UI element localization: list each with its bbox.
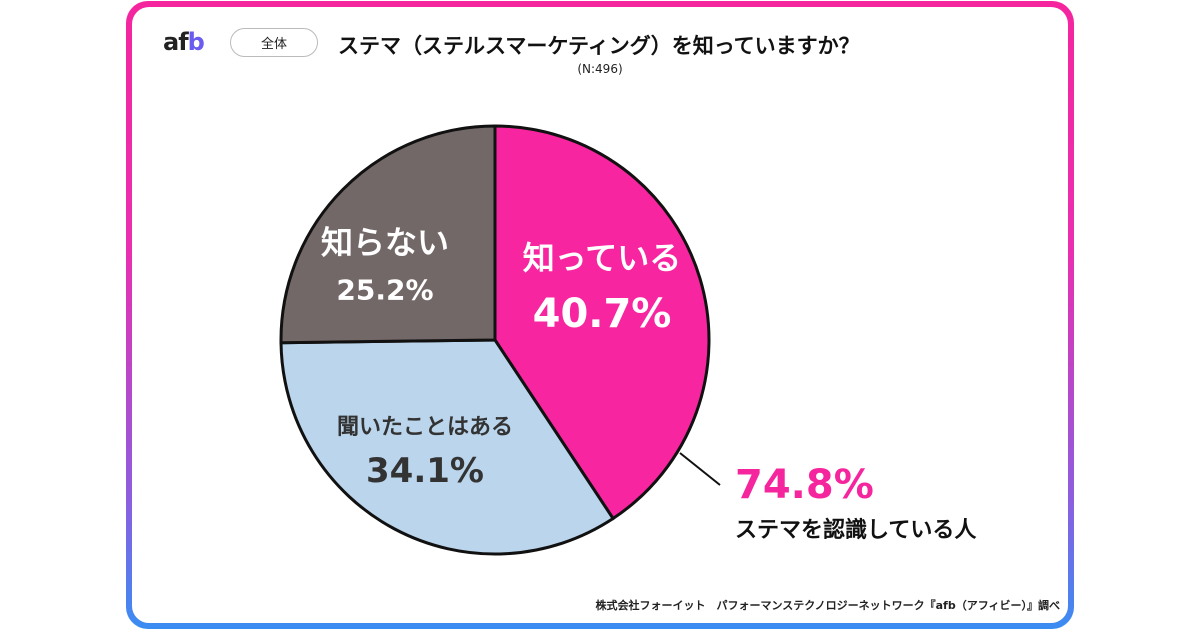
- chart-title: ステマ（ステルスマーケティング）を知っていますか？: [338, 34, 860, 58]
- annotation-text: ステマを認識している人: [735, 518, 977, 543]
- slice-label-2: 知らない 25.2%: [321, 218, 449, 307]
- slice-value: 40.7%: [532, 291, 672, 337]
- slice-name: 聞いたことはある: [336, 415, 514, 440]
- slice-value: 34.1%: [366, 451, 484, 491]
- annotation-leader-line: [679, 452, 721, 486]
- segment-tag: 全体: [230, 28, 318, 57]
- annotation-value: 74.8%: [735, 462, 874, 508]
- sample-size: (N:496): [577, 62, 623, 76]
- source-note: 株式会社フォーイット パフォーマンステクノロジーネットワーク『afb（アフィビー…: [595, 599, 1060, 612]
- slice-label-0: 知っている 40.7%: [523, 233, 681, 337]
- afb-logo: afb: [163, 28, 205, 56]
- slice-name: 知っている: [522, 239, 682, 277]
- pie-slice-1: [279, 338, 616, 556]
- pie-slice-2: [279, 124, 497, 345]
- slice-value: 25.2%: [336, 273, 434, 307]
- slice-label-1: 聞いたことはある 34.1%: [337, 409, 513, 491]
- slice-name: 知らない: [320, 223, 450, 262]
